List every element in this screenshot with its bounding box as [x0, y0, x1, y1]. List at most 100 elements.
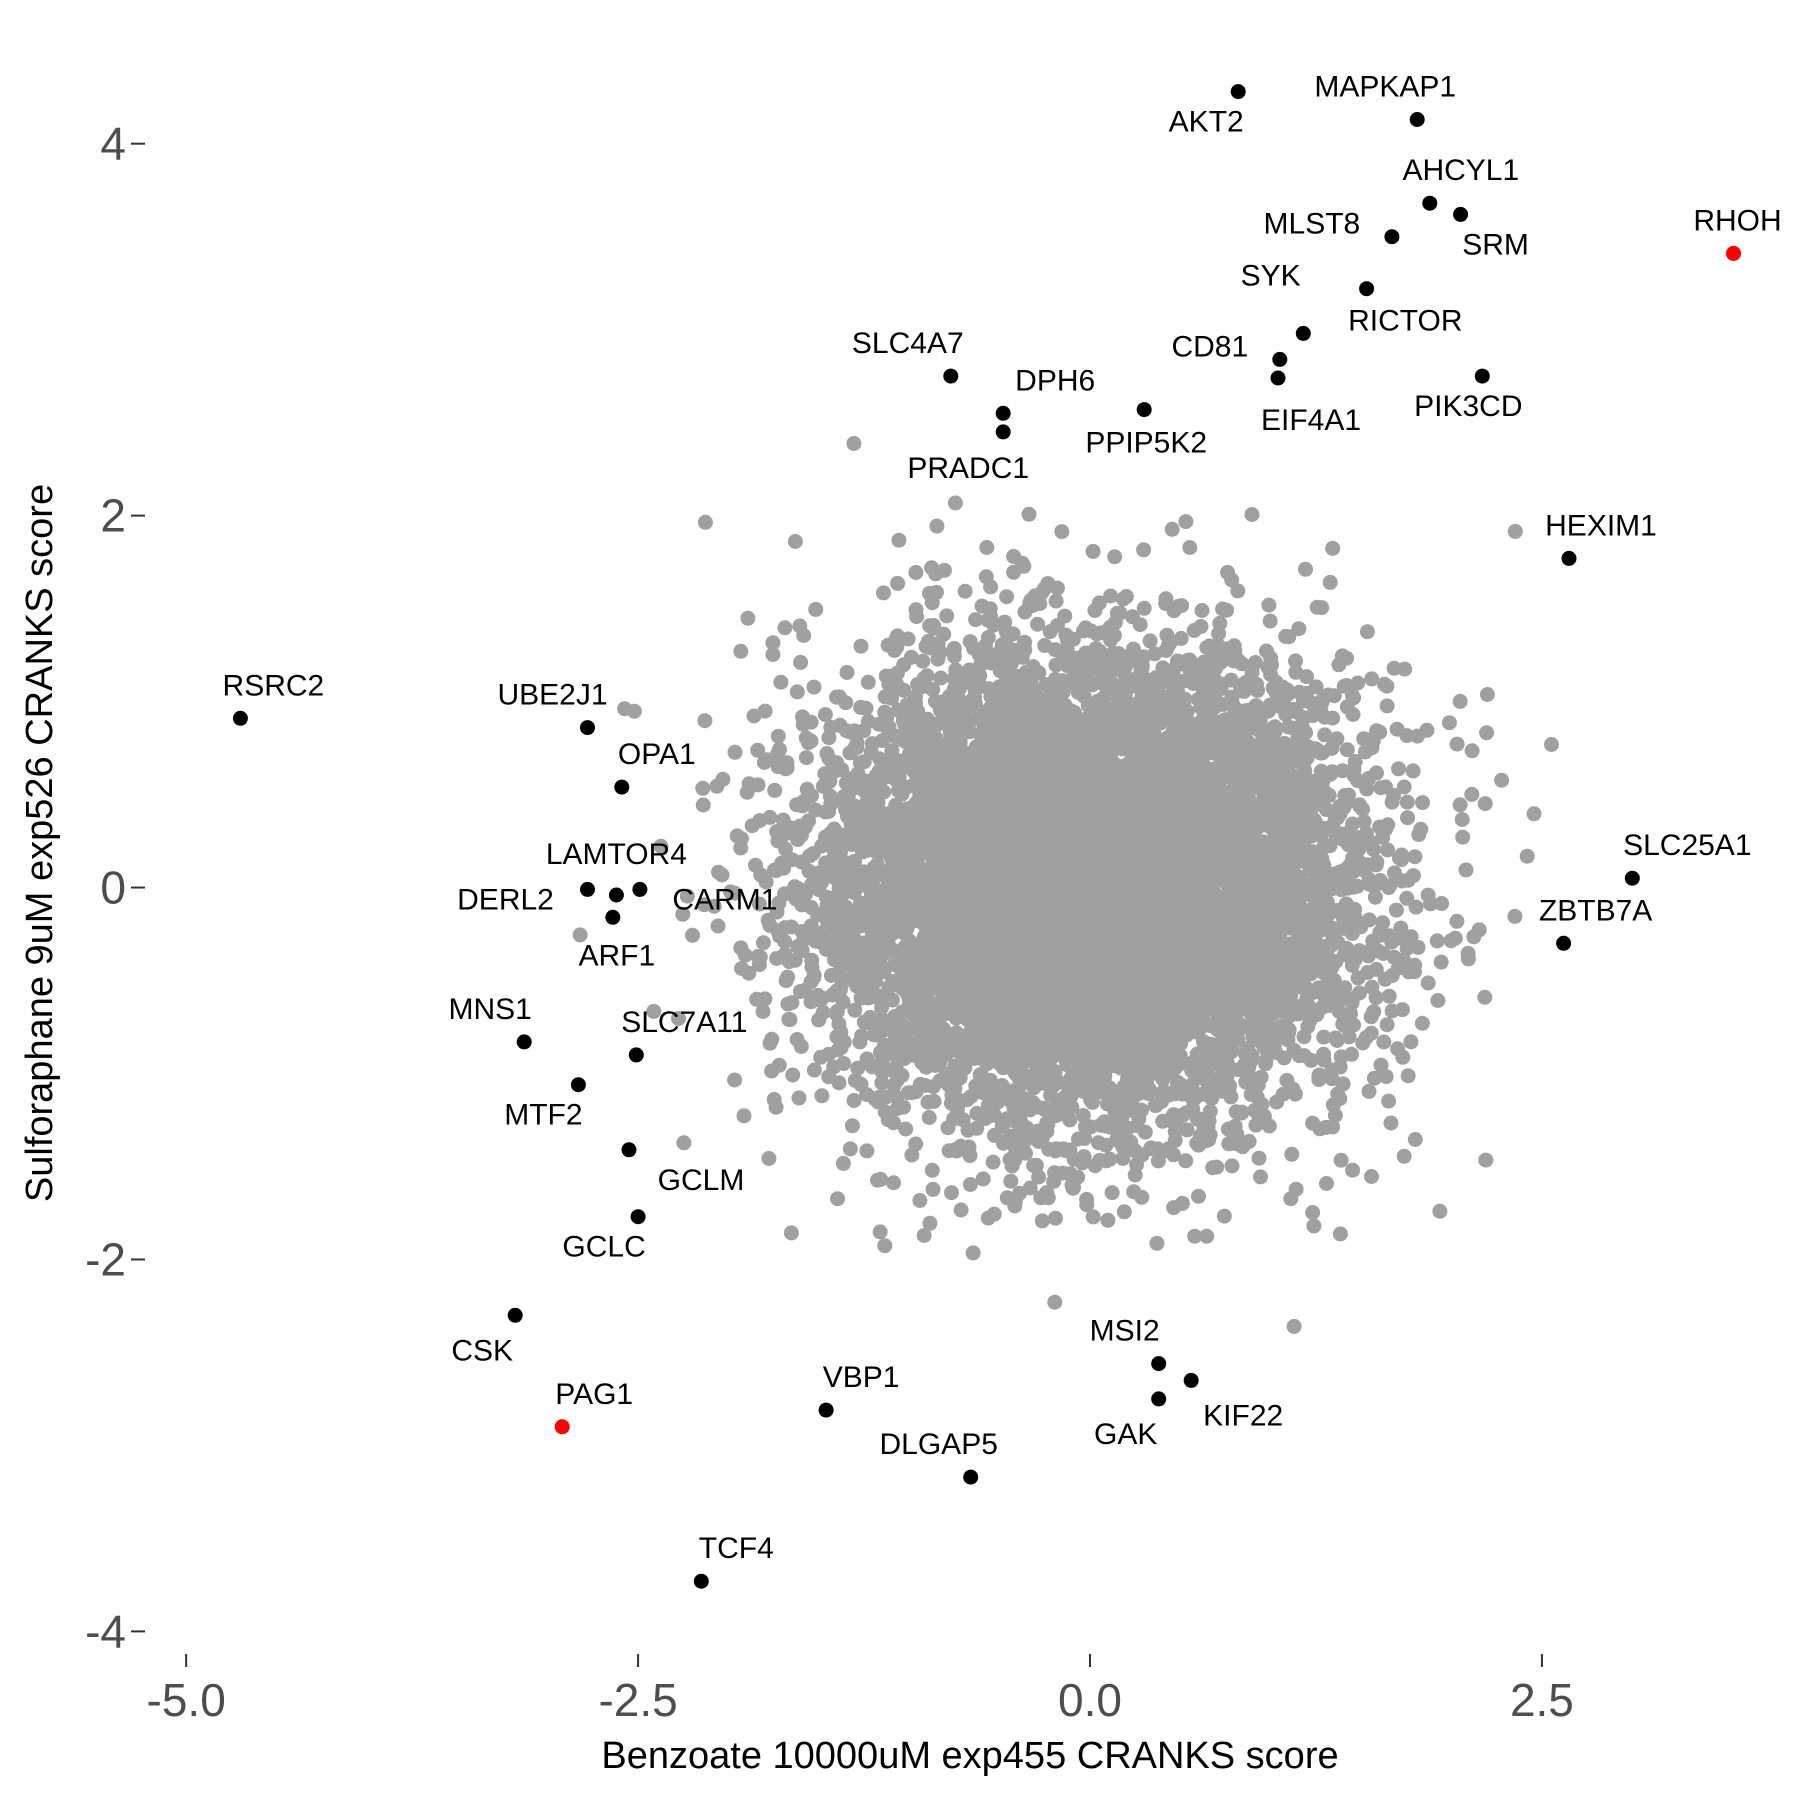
background-point	[886, 1175, 901, 1191]
background-point	[1054, 524, 1070, 540]
background-point	[1423, 896, 1438, 912]
background-point	[1209, 1159, 1225, 1175]
background-point	[858, 700, 874, 716]
background-point	[1479, 725, 1495, 741]
background-point	[1199, 1073, 1215, 1089]
background-point	[1364, 1169, 1379, 1184]
background-point	[1429, 933, 1445, 949]
background-point	[1104, 1185, 1120, 1201]
background-point	[1322, 838, 1338, 854]
background-point	[1375, 915, 1391, 931]
background-point	[765, 647, 781, 662]
background-point	[1316, 1029, 1332, 1045]
background-point	[733, 643, 749, 659]
background-point	[1396, 1148, 1412, 1164]
background-point	[1107, 549, 1123, 565]
background-point	[1034, 1213, 1050, 1229]
background-point	[921, 1110, 937, 1125]
background-point	[965, 1245, 981, 1261]
background-point	[939, 608, 955, 624]
background-point	[1407, 849, 1423, 865]
background-point	[985, 1154, 1001, 1170]
background-point	[697, 713, 713, 729]
background-points	[572, 436, 1559, 1334]
background-point	[1356, 814, 1372, 830]
background-point	[1179, 1122, 1195, 1138]
background-point	[826, 1059, 842, 1075]
background-point	[925, 1181, 941, 1197]
background-point	[1376, 1034, 1392, 1050]
background-point	[1420, 975, 1436, 991]
background-point	[729, 828, 745, 844]
background-point	[695, 780, 711, 796]
background-point	[1368, 990, 1384, 1006]
background-point	[821, 730, 837, 746]
background-point	[1378, 1069, 1394, 1085]
background-point	[572, 927, 588, 943]
background-point	[778, 973, 794, 989]
background-point	[1333, 1152, 1349, 1168]
background-point	[1519, 848, 1535, 864]
background-point	[1400, 1068, 1416, 1084]
background-point	[947, 495, 963, 511]
background-point	[1238, 1074, 1254, 1090]
background-point	[1433, 954, 1449, 970]
background-point	[1131, 1111, 1147, 1127]
background-point	[1434, 896, 1450, 911]
background-point	[1182, 540, 1198, 555]
background-point	[789, 684, 805, 700]
background-point	[1449, 736, 1465, 752]
background-point	[1194, 603, 1210, 618]
background-point	[727, 744, 743, 760]
background-point	[947, 1058, 963, 1074]
background-point	[1199, 1228, 1215, 1244]
background-point	[1373, 780, 1389, 796]
background-point	[1339, 742, 1355, 758]
background-point	[1507, 908, 1523, 924]
background-point	[1251, 1150, 1267, 1166]
background-point	[806, 1062, 822, 1078]
background-point	[1359, 624, 1375, 640]
background-point	[1047, 1294, 1063, 1310]
background-point	[877, 1238, 893, 1254]
background-point	[888, 682, 904, 697]
background-point	[1085, 1209, 1101, 1225]
background-point	[1454, 812, 1470, 827]
background-point	[962, 1177, 978, 1192]
background-point	[1137, 1124, 1153, 1140]
background-point	[1408, 899, 1424, 915]
background-point	[1367, 889, 1383, 905]
background-point	[817, 707, 833, 723]
background-point	[1142, 633, 1158, 649]
background-point	[890, 575, 906, 591]
background-point	[1337, 980, 1353, 996]
background-point	[944, 1185, 959, 1201]
background-point	[979, 540, 995, 555]
background-point	[1170, 598, 1186, 614]
background-point	[1464, 743, 1480, 759]
background-point	[1178, 1153, 1194, 1169]
background-point	[1143, 1141, 1159, 1157]
background-point	[1103, 588, 1119, 604]
background-point	[1164, 521, 1180, 537]
background-point	[787, 534, 803, 549]
background-point	[1379, 698, 1395, 714]
background-point	[853, 638, 869, 654]
background-point	[723, 884, 738, 900]
background-point	[1344, 991, 1360, 1007]
background-point	[835, 1155, 851, 1171]
background-point	[1187, 1228, 1203, 1244]
background-point	[1507, 523, 1523, 539]
background-point	[1452, 693, 1468, 709]
background-point	[1075, 1108, 1091, 1123]
background-point	[1022, 1180, 1038, 1196]
background-point	[761, 1151, 777, 1166]
background-point	[1388, 902, 1404, 918]
background-point	[1327, 1030, 1343, 1046]
background-point	[785, 1067, 801, 1083]
background-point	[1017, 634, 1033, 650]
background-point	[1460, 951, 1476, 967]
background-point	[830, 1191, 845, 1207]
background-point	[1363, 1009, 1379, 1025]
